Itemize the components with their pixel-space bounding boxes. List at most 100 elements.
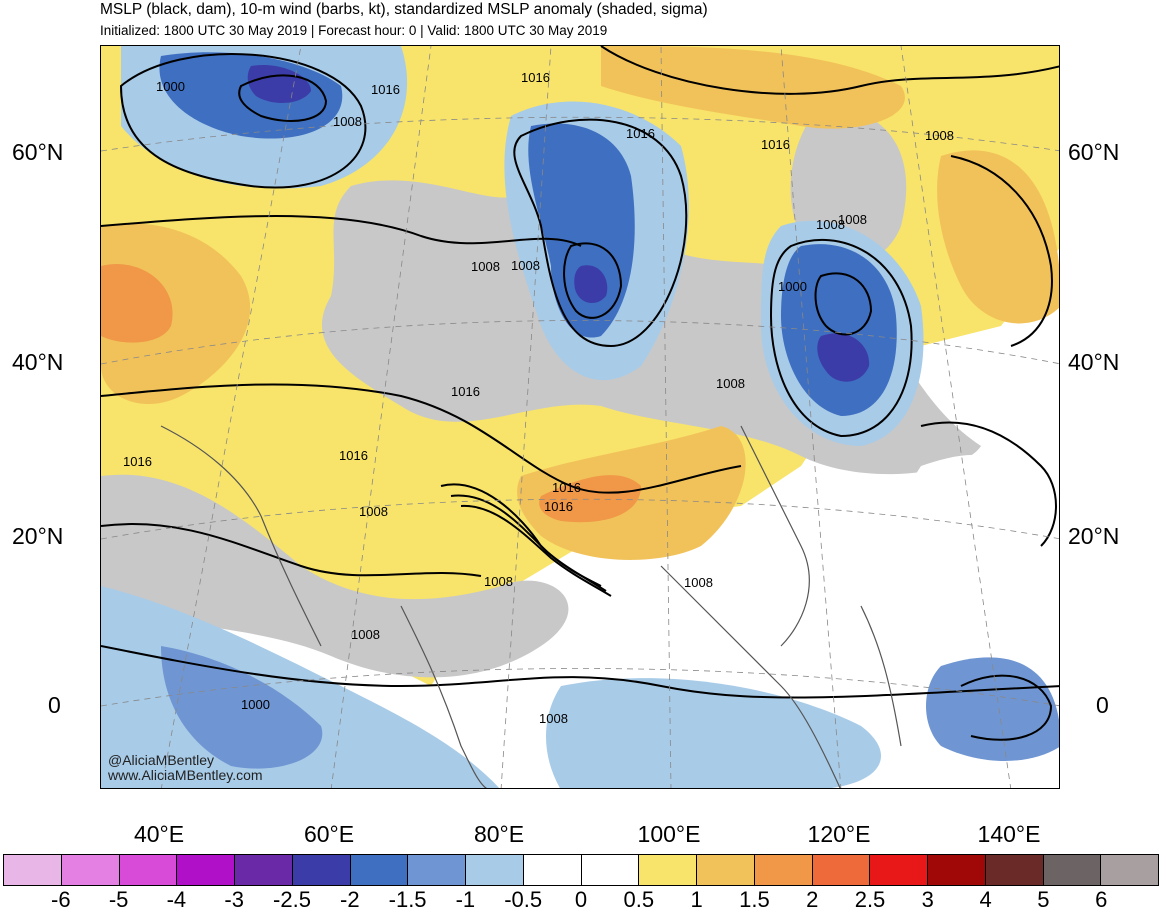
coastline bbox=[160, 425, 322, 647]
contour-label: 1008 bbox=[816, 217, 845, 232]
longitude-line bbox=[330, 46, 432, 788]
contour-labels: 1000 101610081016100810161016100810081000… bbox=[123, 70, 954, 726]
lon-label-60e: 60°E bbox=[303, 821, 355, 847]
mslp-contour bbox=[920, 421, 1057, 547]
contour-label: 1016 bbox=[626, 126, 655, 141]
blue-anomaly-far-east bbox=[926, 657, 1059, 761]
colorbar-swatch bbox=[870, 855, 928, 885]
lat-label-right-20n: 20°N bbox=[1068, 523, 1120, 549]
contour-label: 1016 bbox=[371, 82, 400, 97]
white-anomaly-east bbox=[887, 455, 1059, 666]
graticule bbox=[101, 46, 1059, 788]
contour-label: 1008 bbox=[684, 575, 713, 590]
contour-label: 1008 bbox=[838, 212, 867, 227]
coastline bbox=[860, 605, 902, 747]
mslp-contour bbox=[950, 155, 1053, 347]
colorbar-swatch bbox=[4, 855, 62, 885]
colorbar-tick-label: -2 bbox=[340, 887, 360, 912]
coastline bbox=[400, 605, 488, 788]
colorbar-swatch bbox=[1101, 855, 1158, 885]
mslp-contour bbox=[814, 272, 873, 336]
colorbar-swatch bbox=[812, 855, 871, 885]
colorbar-swatch bbox=[697, 855, 755, 885]
colorbar-tick-label: -3 bbox=[224, 887, 244, 912]
contour-label: 1008 bbox=[351, 627, 380, 642]
colorbar-swatch bbox=[581, 855, 640, 885]
credit-website: www.AliciaMBentley.com bbox=[108, 767, 263, 783]
longitude-line bbox=[160, 46, 302, 788]
mslp-contour bbox=[119, 53, 367, 189]
chart-subtitle: Initialized: 1800 UTC 30 May 2019 | Fore… bbox=[100, 23, 608, 38]
lat-label-left-20n: 20°N bbox=[12, 523, 64, 549]
blue-anomaly-northwest-center bbox=[247, 65, 311, 103]
longitude-line bbox=[780, 46, 842, 788]
colorbar-tick-label: -0.5 bbox=[504, 887, 543, 912]
mslp-contour bbox=[460, 504, 612, 597]
mslp-contour bbox=[101, 215, 582, 247]
contour-label: 1016 bbox=[451, 384, 480, 399]
contour-label: 1016 bbox=[339, 448, 368, 463]
lat-label-right-60n: 60°N bbox=[1068, 139, 1120, 165]
anomaly-shading bbox=[101, 46, 1059, 788]
contour-label: 1016 bbox=[521, 70, 550, 85]
colorbar-tick-label: 2 bbox=[806, 887, 819, 912]
latitude-line bbox=[101, 320, 1059, 365]
blue-anomaly-east-center bbox=[817, 333, 870, 382]
blue-anomaly-east-core bbox=[781, 244, 897, 416]
colorbar-swatch bbox=[350, 855, 409, 885]
mslp-contour bbox=[960, 674, 1053, 741]
mslp-contour bbox=[238, 74, 328, 122]
colorbar-tick-label: 0.5 bbox=[623, 887, 655, 912]
longitude-line bbox=[900, 46, 1012, 788]
colorbar-tick-label: 1 bbox=[690, 887, 703, 912]
contour-label: 1016 bbox=[552, 480, 581, 495]
colorbar-tick-label: 1.5 bbox=[739, 887, 770, 912]
colorbar-swatch bbox=[177, 855, 235, 885]
blue-anomaly-central-core bbox=[528, 123, 635, 338]
colorbar-swatch bbox=[523, 855, 582, 885]
colorbar-swatch bbox=[61, 855, 120, 885]
chart-title: MSLP (black, dam), 10-m wind (barbs, kt)… bbox=[100, 1, 708, 18]
colorbar-tick-label: 0 bbox=[574, 887, 588, 912]
orange-anomaly-northeast bbox=[937, 150, 1059, 324]
colorbar-tick-label: -2.5 bbox=[273, 887, 311, 912]
lat-label-left-40n: 40°N bbox=[12, 349, 64, 375]
coastline bbox=[740, 425, 810, 647]
lat-label-left-60n: 60°N bbox=[12, 139, 64, 165]
contour-label: 1000 bbox=[778, 279, 807, 294]
contour-label: 1008 bbox=[539, 711, 568, 726]
coastline bbox=[660, 565, 841, 788]
lat-label-right-40n: 40°N bbox=[1068, 349, 1120, 375]
mslp-contour bbox=[769, 238, 913, 438]
latitude-line bbox=[101, 498, 1059, 540]
colorbar-swatch bbox=[408, 855, 466, 885]
colorbar-swatch bbox=[639, 855, 697, 885]
red-anomaly-west bbox=[101, 264, 173, 343]
contour-label: 1008 bbox=[925, 128, 954, 143]
latitude-line bbox=[101, 116, 1059, 152]
grey-anomaly-region-south bbox=[101, 474, 569, 678]
contour-label: 1008 bbox=[359, 504, 388, 519]
lon-label-40e: 40°E bbox=[133, 821, 185, 847]
latitude-line bbox=[101, 668, 1059, 707]
colorbar-swatch bbox=[928, 855, 986, 885]
mslp-contour bbox=[600, 46, 1059, 95]
colorbar-tick-label: -1 bbox=[455, 887, 476, 912]
contour-label: 1008 bbox=[511, 258, 540, 273]
colorbar-swatch bbox=[119, 855, 178, 885]
blue-anomaly-south-core bbox=[161, 646, 323, 769]
longitude-line bbox=[660, 46, 672, 788]
colorbar-tick-label: 2.5 bbox=[854, 887, 886, 912]
mslp-contour bbox=[450, 494, 607, 592]
colorbar-tick-label: -1.5 bbox=[388, 887, 427, 912]
contour-label: 1008 bbox=[333, 114, 362, 129]
mslp-contour bbox=[101, 383, 742, 494]
colorbar-swatch bbox=[235, 855, 293, 885]
mslp-contour bbox=[101, 523, 482, 577]
colorbar bbox=[3, 854, 1159, 886]
lon-label-80e: 80°E bbox=[473, 821, 525, 847]
lon-label-140e: 140°E bbox=[977, 821, 1041, 847]
colorbar-tick-label: 3 bbox=[921, 887, 934, 912]
contour-label: 1016 bbox=[123, 454, 152, 469]
contour-label: 1016 bbox=[761, 137, 790, 152]
